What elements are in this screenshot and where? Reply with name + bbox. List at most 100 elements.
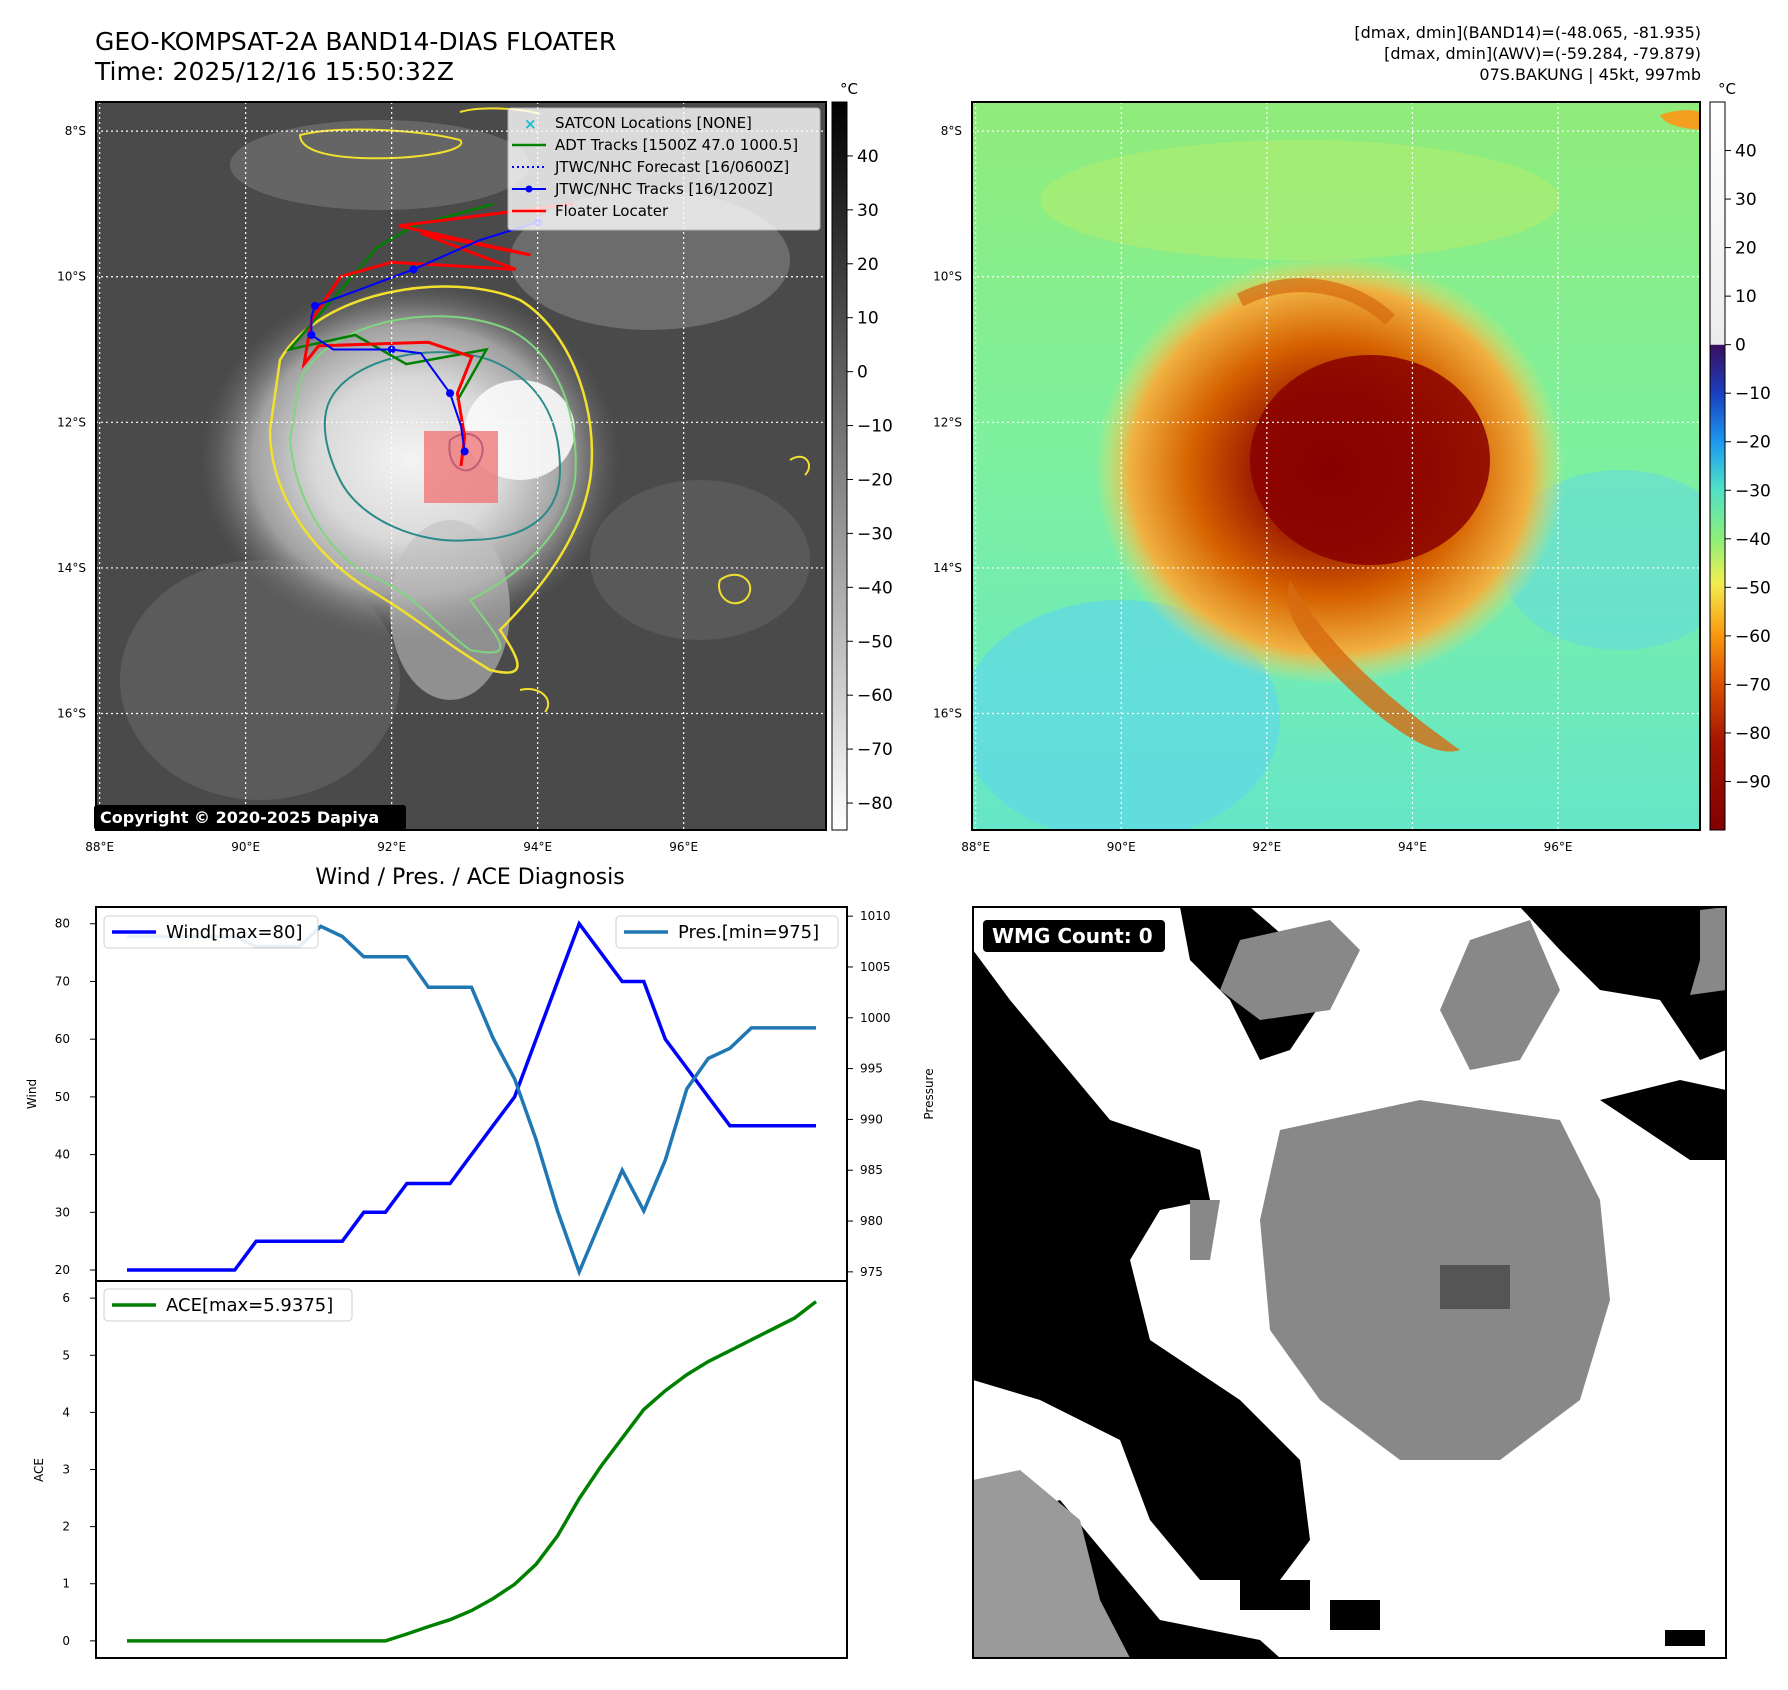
ace-series-line <box>127 1300 818 1643</box>
wmg-count-label: WMG Count: 0 <box>992 924 1153 948</box>
colorbar1-tick-label: −10 <box>857 417 893 437</box>
ace-chart: 0 1 2 3 4 5 6 ACE ACE[max=5.9375] <box>32 1280 848 1659</box>
wind-pressure-chart: 20 30 40 50 60 70 80 975 980 985 990 995 1000 1005 10… <box>25 906 936 1282</box>
wind-axis-tick-label: 30 <box>55 1205 70 1219</box>
wmg-count-badge <box>983 920 1165 952</box>
ace-axis-ticks: 0 1 2 3 4 5 6 <box>62 1291 96 1648</box>
ir1-lon-label: 92°E <box>377 840 406 854</box>
legend-satcon: SATCON Locations [NONE] <box>555 114 752 132</box>
colorbar1-tick-label: −70 <box>857 740 893 760</box>
wind-pressure-frame <box>95 906 848 1282</box>
info-line1: [dmax, dmin](BAND14)=(-48.065, -81.935) <box>1354 23 1701 42</box>
pressure-axis-tick-label: 990 <box>860 1112 883 1126</box>
colorbar2-tick-label: −60 <box>1735 627 1771 647</box>
jtwc-track-point <box>311 301 319 310</box>
ir2-lat-label: 14°S <box>933 561 962 575</box>
ace-axis-tick-label: 6 <box>62 1291 70 1305</box>
title-line2: Time: 2025/12/16 15:50:32Z <box>94 57 454 86</box>
colorbar1-tick-label: 10 <box>857 309 879 329</box>
ace-legend-label: ACE[max=5.9375] <box>166 1295 333 1316</box>
ir1-lat-label: 10°S <box>57 270 86 284</box>
ir2-lon-label: 94°E <box>1398 840 1427 854</box>
pressure-legend: Pres.[min=975] <box>615 915 839 949</box>
jtwc-track-point <box>409 265 418 274</box>
ir-enhanced-panel: 8°S 10°S 12°S 14°S 16°S 88°E 90°E 92°E 94°E 96°E… <box>933 80 1771 854</box>
wind-axis-tick-label: 50 <box>55 1090 70 1104</box>
jtwc-track-point <box>446 389 455 398</box>
ir1-lon-label: 94°E <box>523 840 552 854</box>
pressure-axis-label: Pressure <box>922 1068 936 1119</box>
colorbar2-tick-label: −50 <box>1735 578 1771 598</box>
pressure-axis-tick-label: 985 <box>860 1163 883 1177</box>
ir-enhanced-image <box>972 102 1700 830</box>
pressure-axis-ticks: 975 980 985 990 995 1000 1005 1010 <box>847 909 891 1279</box>
colorbar2-tick-label: −90 <box>1735 772 1771 792</box>
info-line2: [dmax, dmin](AWV)=(-59.284, -79.879) <box>1384 44 1701 63</box>
colorbar2-tick-label: 20 <box>1735 239 1757 259</box>
colorbar1-tick-label: −20 <box>857 470 893 490</box>
colorbar2-ticks: 40 30 20 10 0 −10 −20 −30 −40 −50 −60 −70 −80 −90 <box>1725 142 1771 792</box>
wind-legend: Wind[max=80] <box>103 915 319 949</box>
ir2-lon-labels: 88°E 90°E 92°E 94°E 96°E <box>961 840 1572 854</box>
ir2-lon-label: 92°E <box>1252 840 1281 854</box>
satcon-marker-icon: × <box>524 115 537 133</box>
pressure-axis-tick-label: 995 <box>860 1062 883 1076</box>
ace-axis-label: ACE <box>32 1458 46 1482</box>
wind-axis-tick-label: 40 <box>55 1148 70 1162</box>
colorbar1-bar <box>831 101 848 831</box>
colorbar2-tick-label: −80 <box>1735 724 1771 744</box>
colorbar1-tick-label: −40 <box>857 578 893 598</box>
wind-axis-tick-label: 60 <box>55 1032 70 1046</box>
copyright-text: Copyright © 2020-2025 Dapiya <box>100 808 379 827</box>
colorbar1-tick-label: −80 <box>857 794 893 814</box>
ir1-lon-label: 90°E <box>231 840 260 854</box>
title-line1: GEO-KOMPSAT-2A BAND14-DIAS FLOATER <box>95 27 616 56</box>
wind-axis-tick-label: 70 <box>55 974 70 988</box>
ace-frame <box>95 1280 848 1659</box>
ace-axis-tick-label: 5 <box>62 1348 70 1362</box>
colorbar1-unit: °C <box>840 80 858 98</box>
wmg-frame <box>972 906 1727 1659</box>
pressure-axis-tick-label: 980 <box>860 1214 883 1228</box>
ir1-lat-label: 14°S <box>57 561 86 575</box>
ir1-lat-label: 12°S <box>57 415 86 429</box>
ace-axis-tick-label: 1 <box>62 1577 70 1591</box>
pressure-axis-tick-label: 1010 <box>860 909 891 923</box>
jtwc-track-point <box>460 447 469 456</box>
pressure-legend-label: Pres.[min=975] <box>678 922 819 943</box>
ir1-frame <box>95 101 827 831</box>
ir1-lon-label: 88°E <box>85 840 114 854</box>
jtwc-track-point <box>387 345 396 354</box>
colorbar1-tick-label: 30 <box>857 201 879 221</box>
colorbar1-ticks: 40 30 20 10 0 −10 −20 −30 −40 −50 −60 −70 −80 <box>847 147 893 814</box>
colorbar2-unit: °C <box>1718 80 1736 98</box>
ir1-lat-labels: 8°S 10°S 12°S 14°S 16°S <box>57 124 86 720</box>
floater-box <box>424 431 498 503</box>
wind-series-line <box>127 920 816 1272</box>
colorbar2-tick-label: −40 <box>1735 530 1771 550</box>
jtwc-track-point <box>307 330 316 339</box>
colorbar2-tick-label: 10 <box>1735 287 1757 307</box>
diagnosis-title: Wind / Pres. / ACE Diagnosis <box>315 865 624 890</box>
ir1-lat-label: 8°S <box>65 124 86 138</box>
pressure-axis-tick-label: 1005 <box>860 960 891 974</box>
colorbar1-tick-label: 0 <box>857 363 868 383</box>
wind-axis-tick-label: 20 <box>55 1263 70 1277</box>
wind-legend-label: Wind[max=80] <box>166 922 303 943</box>
copyright-badge <box>94 805 406 830</box>
legend-floater: Floater Locater <box>555 202 669 220</box>
wind-axis-ticks: 20 30 40 50 60 70 80 <box>55 917 96 1277</box>
colorbar2-tick-label: −10 <box>1735 384 1771 404</box>
ir2-lon-label: 90°E <box>1107 840 1136 854</box>
legend-jtwc-tracks: JTWC/NHC Tracks [16/1200Z] <box>554 180 773 198</box>
ir2-lon-label: 88°E <box>961 840 990 854</box>
legend-adt: ADT Tracks [1500Z 47.0 1000.5] <box>555 136 798 154</box>
ir2-gridlines <box>972 102 1700 830</box>
colorbar2-tick-label: −70 <box>1735 675 1771 695</box>
colorbar2-tick-label: −30 <box>1735 481 1771 501</box>
pressure-axis-tick-label: 975 <box>860 1265 883 1279</box>
colorbar1-tick-label: −60 <box>857 686 893 706</box>
ir2-lat-label: 12°S <box>933 415 962 429</box>
adt-track-line <box>285 202 495 402</box>
